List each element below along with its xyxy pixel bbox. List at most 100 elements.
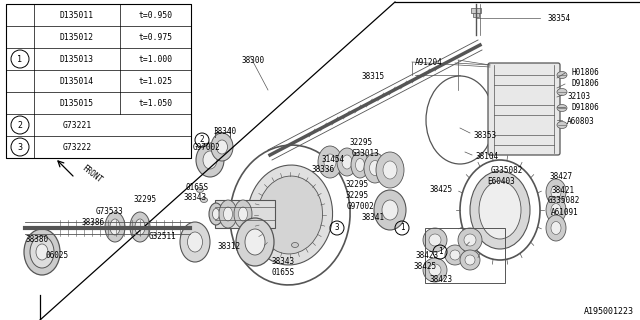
Circle shape [464,234,476,246]
Ellipse shape [324,154,336,170]
Ellipse shape [36,244,48,260]
Ellipse shape [196,188,204,193]
Text: 38427: 38427 [549,172,572,181]
Text: G335082: G335082 [491,166,524,175]
Text: 0165S: 0165S [185,183,208,192]
Ellipse shape [318,146,342,178]
Text: 38353: 38353 [473,131,496,140]
Ellipse shape [479,181,521,239]
Ellipse shape [234,200,252,228]
Bar [471,8,481,13]
Ellipse shape [369,161,381,175]
Text: A61091: A61091 [551,208,579,217]
Text: 38425: 38425 [430,185,453,194]
Text: D91806: D91806 [571,79,599,88]
Text: 0165S: 0165S [271,268,294,277]
Text: 32295: 32295 [345,191,368,200]
Text: A195001223: A195001223 [584,307,634,316]
Ellipse shape [196,143,224,177]
Bar [6,4,191,158]
Text: H01806: H01806 [571,68,599,77]
Text: t=1.025: t=1.025 [138,76,173,85]
Text: 38354: 38354 [548,14,571,23]
Circle shape [458,228,482,252]
Circle shape [465,255,475,265]
Ellipse shape [211,133,233,161]
Ellipse shape [219,200,237,228]
Text: 38340: 38340 [213,127,236,136]
Text: 31454: 31454 [322,155,345,164]
Text: 38423: 38423 [415,251,438,260]
Ellipse shape [470,171,530,249]
Circle shape [450,250,460,260]
Ellipse shape [105,212,125,242]
Ellipse shape [239,207,248,221]
Ellipse shape [351,152,369,178]
Circle shape [445,245,465,265]
Text: D135015: D135015 [60,99,94,108]
Text: 2: 2 [200,135,204,145]
Text: G73533: G73533 [96,207,124,216]
Ellipse shape [355,158,365,172]
Ellipse shape [364,153,386,183]
Text: 38315: 38315 [361,72,384,81]
Ellipse shape [216,140,227,154]
Text: 38423: 38423 [430,275,453,284]
Text: FRONT: FRONT [80,164,104,185]
Bar [473,13,479,17]
Ellipse shape [245,229,265,255]
Text: G73221: G73221 [62,121,92,130]
Ellipse shape [248,165,333,265]
Text: 38341: 38341 [362,213,385,222]
Ellipse shape [291,243,298,247]
Text: G335082: G335082 [548,196,580,205]
Circle shape [423,228,447,252]
Ellipse shape [337,148,357,176]
Ellipse shape [200,197,207,203]
Ellipse shape [223,207,232,221]
Text: G32511: G32511 [149,232,177,241]
Text: G33013: G33013 [352,149,380,158]
Bar [425,228,505,283]
Ellipse shape [383,161,397,179]
Text: t=1.050: t=1.050 [138,99,173,108]
Ellipse shape [382,200,398,220]
Text: 38421: 38421 [551,186,574,195]
Text: G97002: G97002 [347,202,375,211]
Text: 06025: 06025 [45,251,68,260]
Ellipse shape [135,219,145,235]
Text: G73222: G73222 [62,142,92,151]
Ellipse shape [557,105,567,111]
Ellipse shape [257,176,323,254]
FancyBboxPatch shape [488,63,560,155]
Ellipse shape [30,236,54,268]
Text: t=1.000: t=1.000 [138,54,173,63]
Ellipse shape [188,232,202,252]
Text: E60403: E60403 [487,177,515,186]
Circle shape [429,264,441,276]
Text: 38336: 38336 [312,165,335,174]
Circle shape [460,250,480,270]
Text: 2: 2 [17,121,22,130]
Text: 38312: 38312 [218,242,241,251]
Text: A91204: A91204 [415,58,443,67]
Ellipse shape [551,204,561,217]
Text: 38300: 38300 [241,56,264,65]
Ellipse shape [342,155,352,169]
Text: D135011: D135011 [60,11,94,20]
Text: 32295: 32295 [349,138,372,147]
Bar [215,200,275,228]
Ellipse shape [203,151,217,169]
Text: 38343: 38343 [184,193,207,202]
Text: 3: 3 [17,142,22,151]
Ellipse shape [180,222,210,262]
Text: t=0.975: t=0.975 [138,33,173,42]
Text: D91806: D91806 [571,103,599,112]
Ellipse shape [546,215,566,241]
Text: 32295: 32295 [133,195,156,204]
Ellipse shape [557,122,567,129]
Ellipse shape [236,218,274,266]
Text: 38104: 38104 [475,152,498,161]
Text: G97002: G97002 [193,143,221,152]
Text: 32103: 32103 [567,92,590,101]
